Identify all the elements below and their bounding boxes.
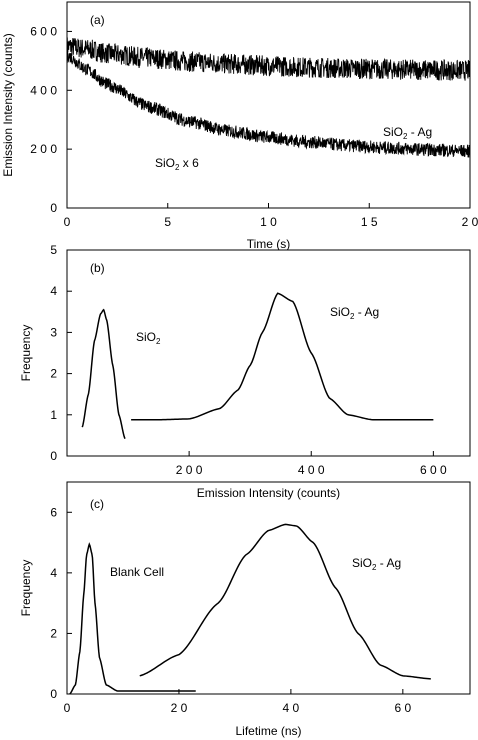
y-tick-label: 6 — [50, 505, 57, 519]
series-line-2 — [66, 49, 471, 158]
series-line-2 — [139, 523, 431, 680]
y-tick-label: 2 — [50, 626, 57, 640]
plot-frame — [66, 481, 471, 695]
series-line-1 — [69, 542, 196, 695]
y-tick-label: 0 — [50, 687, 57, 701]
y-tick-label: 4 — [50, 566, 57, 580]
y-tick-label: 6 0 0 — [30, 24, 57, 38]
series-label-1: Blank Cell — [110, 565, 164, 579]
y-tick-label: 1 — [50, 408, 57, 422]
panel-2: SiO2 SiO2 - Ag 2 0 0 4 0 0 6 0 0 0 1 2 3 4 5 Emissi… — [19, 243, 471, 500]
y-tick-label: 4 0 0 — [30, 83, 57, 97]
x-tick-label: 4 0 0 — [298, 463, 325, 477]
x-tick-label: 4 0 — [283, 701, 300, 715]
y-tick-label: 2 — [50, 367, 57, 381]
x-tick-label: 2 0 — [462, 215, 478, 229]
panel-label: (a) — [90, 13, 105, 27]
panel-1: SiO2 - Ag SiO2 x 6 0 5 1 0 1 5 2 0 0 2 0 0 4 0 0 6… — [1, 1, 478, 251]
y-axis-label: Frequency — [19, 325, 33, 382]
series-label-2: SiO2 - Ag — [330, 305, 379, 321]
y-axis-label: Emission Intensity (counts) — [1, 33, 15, 176]
series-label-1: SiO2 — [136, 330, 161, 346]
x-axis-label: Lifetime (ns) — [235, 724, 301, 738]
x-tick-label: 6 0 — [394, 701, 411, 715]
y-tick-label: 4 — [50, 284, 57, 298]
plot-frame — [66, 249, 471, 457]
y-tick-label: 0 — [50, 449, 57, 463]
panel-label: (c) — [90, 497, 104, 511]
x-axis-label: Emission Intensity (counts) — [197, 486, 340, 500]
y-tick-label: 3 — [50, 325, 57, 339]
y-axis-label: Frequency — [19, 560, 33, 617]
y-tick-label: 0 — [50, 201, 57, 215]
x-tick-label: 2 0 — [171, 701, 188, 715]
x-tick-label: 1 0 — [260, 215, 277, 229]
series-line-2 — [131, 292, 434, 421]
x-tick-label: 0 — [64, 215, 71, 229]
x-tick-label: 2 0 0 — [176, 463, 203, 477]
series-label-2: SiO2 x 6 — [155, 156, 199, 172]
series-line-1 — [81, 308, 126, 440]
series-label-2: SiO2 - Ag — [352, 556, 401, 572]
y-tick-label: 2 0 0 — [30, 142, 57, 156]
x-tick-label: 5 — [164, 215, 171, 229]
panel-3: Blank Cell SiO2 - Ag 0 2 0 4 0 6 0 0 2 4 6 Lifetim… — [19, 481, 471, 738]
series-line-1 — [66, 37, 471, 81]
plot-frame — [66, 1, 471, 209]
x-tick-label: 1 5 — [361, 215, 378, 229]
x-tick-label: 6 0 0 — [420, 463, 447, 477]
x-axis-label: Time (s) — [247, 237, 291, 251]
panel-label: (b) — [90, 261, 105, 275]
x-tick-label: 0 — [64, 701, 71, 715]
y-tick-label: 5 — [50, 243, 57, 257]
series-label-1: SiO2 - Ag — [383, 125, 432, 141]
